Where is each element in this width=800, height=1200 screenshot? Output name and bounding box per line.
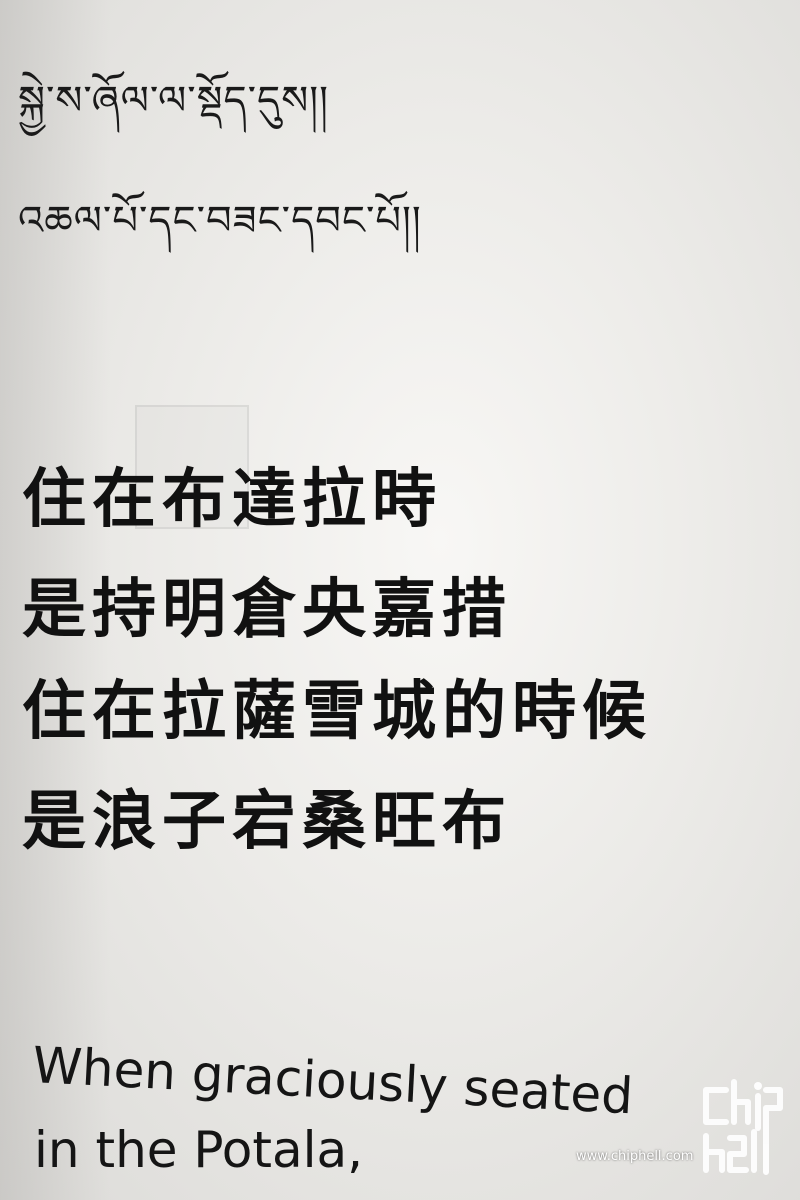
background-reflection <box>135 405 249 529</box>
tibetan-line-1: སྐྱེ་ས་ཞོལ་ལ་སྡོད་དུས།། <box>18 78 329 124</box>
english-line-2: in the Potala, <box>34 1121 364 1179</box>
watermark-url: www.chiphell.com <box>576 1149 694 1164</box>
tibetan-line-2: འཆལ་པོ་དང་བཟང་དབང་པོ།། <box>18 198 422 244</box>
chinese-line-4: 是浪子宕桑旺布 <box>22 785 512 859</box>
watermark: www.chiphell.com <box>576 1076 786 1186</box>
chiphell-logo-icon <box>703 1079 783 1175</box>
chinese-line-1: 住在布達拉時 <box>22 463 442 537</box>
chinese-line-3: 住在拉薩雪城的時候 <box>22 675 652 749</box>
chinese-line-2: 是持明倉央嘉措 <box>22 573 512 647</box>
left-shadow <box>0 0 110 1200</box>
english-line-1: When graciously seated <box>31 1036 635 1126</box>
